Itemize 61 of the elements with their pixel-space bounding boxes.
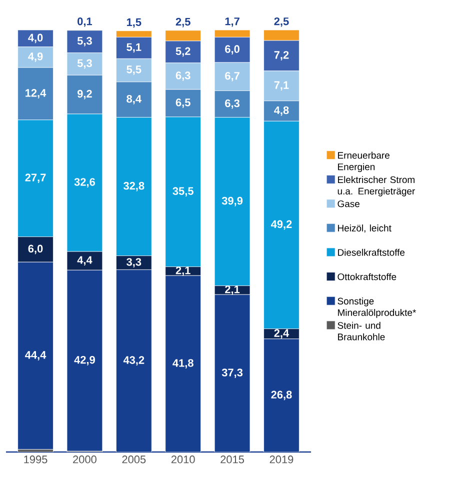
legend-label: Sonstige Mineralölprodukte*: [338, 298, 416, 318]
data-label: 5,3: [77, 59, 92, 69]
data-label: 6,3: [225, 99, 240, 109]
data-label: 6,5: [176, 98, 190, 108]
data-label: 3,3: [126, 258, 142, 268]
data-label: 43,2: [123, 356, 144, 366]
bar: [116, 30, 152, 38]
data-label: 8,4: [126, 94, 142, 104]
bar: [116, 36, 152, 59]
data-label: 12,4: [26, 89, 46, 98]
bar: [264, 40, 300, 72]
data-label: 41,8: [172, 359, 194, 368]
legend-label: Elektrischer Strom u.a. Energieträger: [338, 176, 415, 196]
legend-label: Gase: [338, 200, 360, 208]
data-label: 0,1: [78, 17, 92, 27]
x-tick-label: 2019: [270, 456, 294, 464]
legend-label: Heizöl, leicht: [338, 224, 392, 233]
data-label: 35,5: [172, 187, 194, 197]
data-label: 39,9: [222, 196, 243, 206]
data-label: 37,3: [222, 368, 243, 378]
legend-label: Stein- und Braunkohle: [338, 322, 385, 340]
data-label: 7,1: [274, 81, 289, 91]
data-label: 5,1: [126, 43, 142, 53]
data-label: 42,9: [74, 356, 95, 366]
data-label: 27,7: [25, 174, 46, 184]
data-label: 2,1: [176, 266, 190, 276]
data-label: 26,8: [271, 390, 292, 400]
data-label: 2,1: [225, 285, 240, 295]
x-tick-label: 2005: [122, 456, 146, 464]
data-label: 6,0: [28, 244, 43, 254]
x-tick-label: 2015: [220, 456, 244, 464]
legend-label: Dieselkraftstoffe: [338, 248, 405, 256]
data-label: 5,5: [126, 66, 142, 75]
data-label: 6,3: [176, 72, 190, 81]
data-label: 5,3: [77, 36, 92, 46]
data-label: 32,8: [123, 182, 144, 192]
x-tick-label: 1995: [24, 456, 48, 464]
bar: [66, 30, 103, 53]
data-label: 6,0: [225, 45, 240, 55]
data-label: 44,4: [25, 351, 46, 360]
data-label: 1,7: [225, 18, 240, 27]
x-tick-label: 2000: [73, 456, 96, 464]
data-label: 6,7: [225, 72, 240, 82]
legend-label: Ottokraftstoffe: [338, 273, 396, 280]
legend-label: Erneuerbare Energien: [338, 152, 390, 172]
x-tick-label: 2010: [171, 456, 195, 464]
data-label: 5,2: [176, 47, 190, 57]
data-label: 1,5: [126, 18, 142, 28]
data-label: 2,5: [274, 17, 289, 27]
data-label: 9,2: [77, 90, 92, 100]
data-label: 49,2: [270, 220, 292, 230]
bar: [165, 30, 202, 42]
data-label: 2,4: [274, 329, 290, 339]
data-label: 4,0: [28, 34, 43, 44]
data-label: 4,9: [28, 52, 43, 62]
data-label: 4,8: [274, 106, 289, 116]
data-label: 2,5: [176, 18, 190, 28]
bar: [18, 262, 54, 450]
data-label: 7,2: [274, 51, 289, 60]
data-label: 32,6: [74, 178, 95, 188]
data-label: 4,4: [77, 256, 92, 266]
